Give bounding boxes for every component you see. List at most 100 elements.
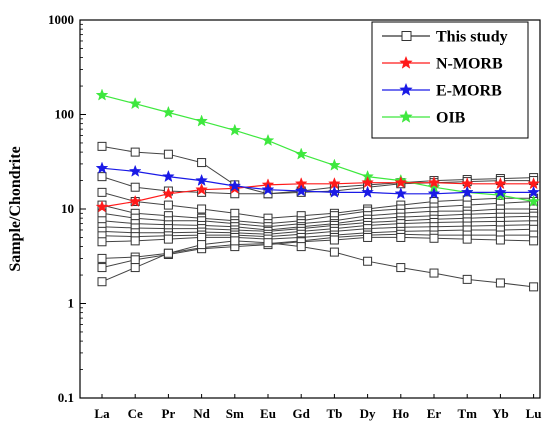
sample-marker: [329, 247, 339, 257]
n-morb-marker: [95, 200, 109, 213]
oib-marker: [128, 97, 142, 110]
x-tick-label: Gd: [293, 406, 311, 421]
x-tick-label: Ho: [392, 406, 409, 421]
x-tick-label: Ce: [128, 406, 143, 421]
sample-line: [101, 224, 534, 238]
sample-marker: [97, 172, 107, 182]
e-morb-marker: [294, 184, 308, 197]
sample-marker: [363, 232, 373, 242]
sample-marker: [163, 248, 173, 258]
sample-marker: [130, 236, 140, 246]
e-morb-marker: [261, 182, 275, 196]
x-tick-label: Tm: [457, 406, 477, 421]
n-morb-marker: [427, 175, 441, 189]
sample-marker: [495, 235, 505, 245]
sample-marker: [97, 187, 107, 197]
x-tick-label: Er: [427, 406, 442, 421]
sample-line: [101, 191, 534, 219]
sample-marker: [230, 236, 240, 246]
e-morb-marker: [361, 185, 374, 198]
sample-marker: [197, 158, 207, 168]
sample-marker: [429, 233, 439, 243]
y-tick-label: 0.1: [58, 390, 74, 405]
sample-marker: [529, 282, 539, 292]
legend-marker-oib: [399, 109, 413, 123]
y-tick-label: 10: [61, 201, 74, 216]
sample-marker: [130, 182, 140, 192]
x-tick-label: Eu: [260, 406, 276, 421]
sample-marker: [263, 238, 273, 248]
sample-marker: [230, 208, 240, 218]
sample-marker: [163, 234, 173, 244]
e-morb-marker: [427, 187, 441, 200]
e-morb-line: [101, 167, 534, 195]
x-tick-label: Nd: [193, 406, 210, 421]
legend-box: [371, 21, 529, 139]
x-tick-label: Tb: [326, 406, 342, 421]
x-tick-label: Yb: [492, 406, 509, 421]
oib-marker: [95, 88, 109, 101]
sample-marker: [130, 263, 140, 273]
sample-marker: [396, 232, 406, 242]
n-morb-marker: [195, 182, 208, 196]
sample-line: [101, 220, 534, 235]
e-morb-marker: [195, 173, 208, 186]
n-morb-marker: [394, 175, 408, 189]
sample-marker: [363, 256, 373, 266]
sample-marker: [329, 235, 339, 245]
sample-marker: [130, 147, 140, 157]
y-tick-label: 1: [68, 296, 75, 311]
oib-marker: [195, 114, 208, 127]
sample-line: [101, 215, 534, 232]
legend-label-oib: OIB: [436, 110, 466, 127]
sample-marker: [97, 277, 107, 287]
e-morb-marker: [95, 161, 109, 174]
sample-line: [101, 201, 534, 225]
sample-marker: [97, 263, 107, 273]
oib-marker: [294, 147, 308, 160]
sample-marker: [529, 236, 539, 246]
n-morb-line: [101, 182, 534, 208]
x-tick-label: Sm: [226, 406, 244, 421]
sample-marker: [429, 268, 439, 278]
legend-label-e-morb: E-MORB: [436, 83, 502, 100]
e-morb-marker: [527, 185, 540, 198]
x-tick-label: Dy: [360, 406, 376, 421]
x-tick-label: Lu: [526, 406, 542, 421]
x-tick-label: La: [94, 406, 110, 421]
sample-line: [101, 212, 534, 231]
sample-marker: [396, 263, 406, 273]
sample-marker: [163, 149, 173, 159]
oib-marker: [527, 194, 540, 207]
y-tick-label: 1000: [48, 12, 74, 27]
sample-line: [101, 208, 534, 228]
sample-marker: [97, 237, 107, 247]
n-morb-marker: [361, 175, 374, 189]
oib-marker: [162, 105, 175, 118]
oib-marker: [228, 123, 242, 136]
sample-line: [101, 236, 534, 269]
sample-line: [101, 145, 534, 195]
e-morb-marker: [328, 185, 341, 198]
sample-marker: [130, 255, 140, 265]
oib-marker: [261, 133, 275, 146]
e-morb-marker: [460, 185, 474, 198]
e-morb-marker: [394, 187, 408, 200]
n-morb-marker: [162, 187, 175, 200]
sample-marker: [296, 242, 306, 252]
legend-label-this-study: This study: [436, 29, 508, 46]
oib-line: [101, 94, 534, 203]
sample-marker: [495, 278, 505, 288]
legend-marker-this-study: [401, 31, 412, 41]
e-morb-marker: [494, 185, 507, 198]
legend-label-n-morb: N-MORB: [436, 56, 503, 73]
sample-marker: [97, 253, 107, 263]
y-tick-label: 100: [55, 107, 75, 122]
e-morb-marker: [162, 169, 175, 183]
sample-marker: [97, 141, 107, 151]
x-tick-label: Pr: [162, 406, 176, 421]
n-morb-marker: [128, 194, 142, 207]
sample-marker: [462, 234, 472, 244]
legend-marker-n-morb: [399, 55, 413, 69]
